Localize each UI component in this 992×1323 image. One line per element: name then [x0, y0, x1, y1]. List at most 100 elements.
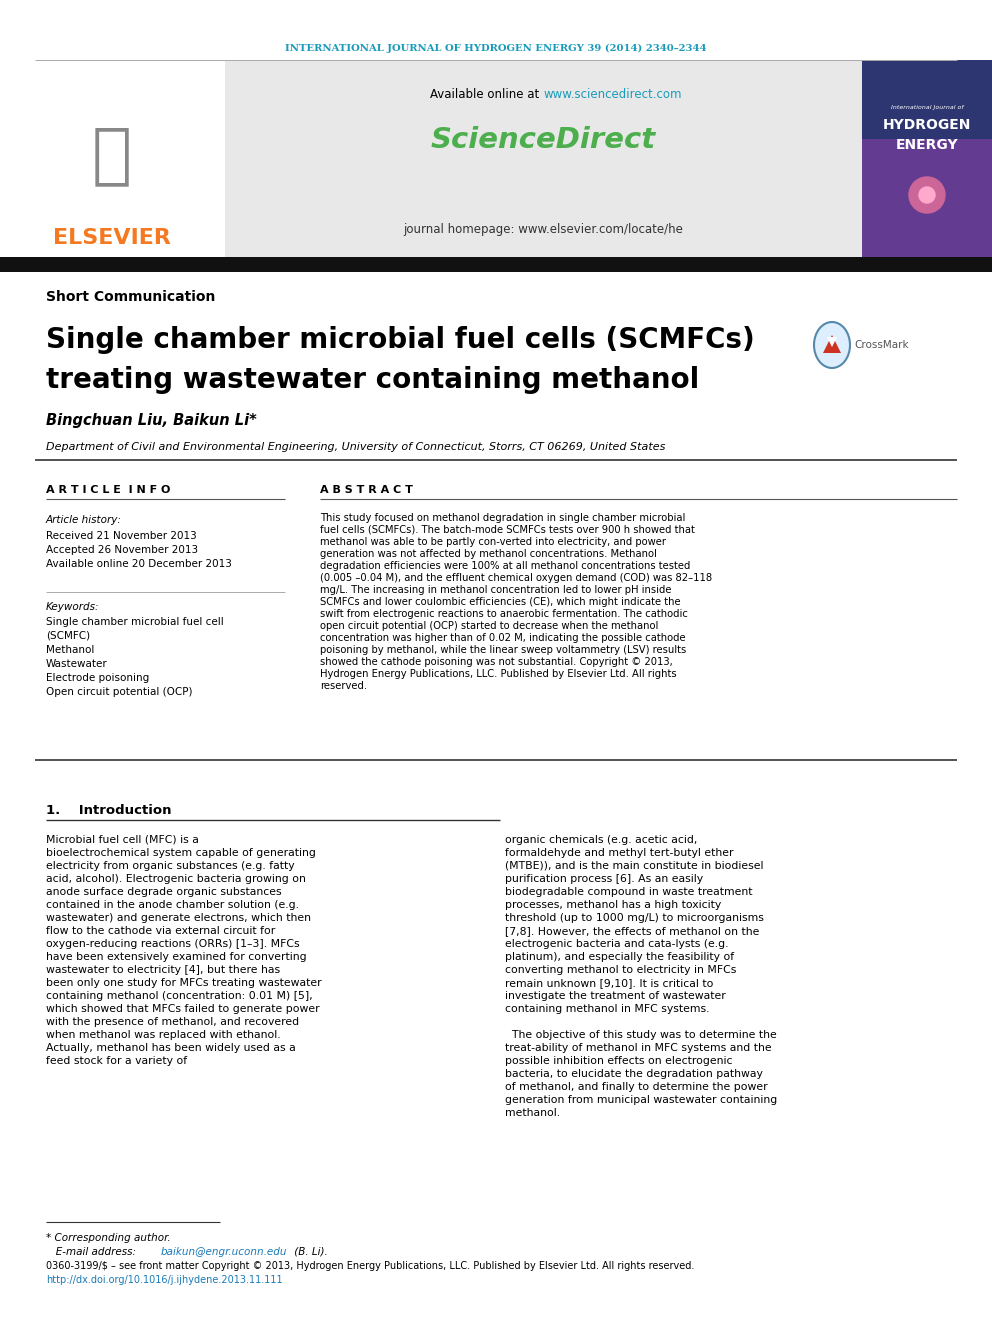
- Text: investigate the treatment of wastewater: investigate the treatment of wastewater: [505, 991, 726, 1002]
- Text: A R T I C L E  I N F O: A R T I C L E I N F O: [46, 486, 171, 495]
- Text: This study focused on methanol degradation in single chamber microbial: This study focused on methanol degradati…: [320, 513, 685, 523]
- Text: generation from municipal wastewater containing: generation from municipal wastewater con…: [505, 1095, 778, 1105]
- Text: ScienceDirect: ScienceDirect: [431, 126, 656, 153]
- Text: [7,8]. However, the effects of methanol on the: [7,8]. However, the effects of methanol …: [505, 926, 759, 935]
- Bar: [0, 60, 225, 258]
- Text: fuel cells (SCMFCs). The batch-mode SCMFCs tests over 900 h showed that: fuel cells (SCMFCs). The batch-mode SCMF…: [320, 525, 694, 534]
- Text: possible inhibition effects on electrogenic: possible inhibition effects on electroge…: [505, 1056, 732, 1066]
- Text: processes, methanol has a high toxicity: processes, methanol has a high toxicity: [505, 900, 721, 910]
- Text: Short Communication: Short Communication: [46, 290, 215, 304]
- Bar: [862, 60, 992, 258]
- Text: ELSEVIER: ELSEVIER: [53, 228, 171, 247]
- Text: showed the cathode poisoning was not substantial. Copyright © 2013,: showed the cathode poisoning was not sub…: [320, 658, 673, 667]
- Text: Available online 20 December 2013: Available online 20 December 2013: [46, 560, 232, 569]
- Text: A B S T R A C T: A B S T R A C T: [320, 486, 413, 495]
- Text: containing methanol (concentration: 0.01 M) [5],: containing methanol (concentration: 0.01…: [46, 991, 312, 1002]
- Text: threshold (up to 1000 mg/L) to microorganisms: threshold (up to 1000 mg/L) to microorga…: [505, 913, 764, 923]
- Text: containing methanol in MFC systems.: containing methanol in MFC systems.: [505, 1004, 709, 1013]
- Text: wastewater) and generate electrons, which then: wastewater) and generate electrons, whic…: [46, 913, 311, 923]
- Text: anode surface degrade organic substances: anode surface degrade organic substances: [46, 886, 282, 897]
- Text: (MTBE)), and is the main constitute in biodiesel: (MTBE)), and is the main constitute in b…: [505, 861, 764, 871]
- Text: 0360-3199/$ – see front matter Copyright © 2013, Hydrogen Energy Publications, L: 0360-3199/$ – see front matter Copyright…: [46, 1261, 694, 1271]
- Text: reserved.: reserved.: [320, 681, 367, 691]
- Text: Methanol: Methanol: [46, 646, 94, 655]
- Text: swift from electrogenic reactions to anaerobic fermentation. The cathodic: swift from electrogenic reactions to ana…: [320, 609, 687, 619]
- Text: Single chamber microbial fuel cells (SCMFCs): Single chamber microbial fuel cells (SCM…: [46, 325, 755, 355]
- Text: http://dx.doi.org/10.1016/j.ijhydene.2013.11.111: http://dx.doi.org/10.1016/j.ijhydene.201…: [46, 1275, 283, 1285]
- Text: INTERNATIONAL JOURNAL OF HYDROGEN ENERGY 39 (2014) 2340–2344: INTERNATIONAL JOURNAL OF HYDROGEN ENERGY…: [286, 44, 706, 53]
- Text: www.sciencedirect.com: www.sciencedirect.com: [544, 89, 682, 102]
- Text: treat-ability of methanol in MFC systems and the: treat-ability of methanol in MFC systems…: [505, 1043, 772, 1053]
- Text: acid, alcohol). Electrogenic bacteria growing on: acid, alcohol). Electrogenic bacteria gr…: [46, 875, 306, 884]
- Text: contained in the anode chamber solution (e.g.: contained in the anode chamber solution …: [46, 900, 299, 910]
- Text: poisoning by methanol, while the linear sweep voltammetry (LSV) results: poisoning by methanol, while the linear …: [320, 646, 686, 655]
- Text: methanol.: methanol.: [505, 1107, 560, 1118]
- Text: concentration was higher than of 0.02 M, indicating the possible cathode: concentration was higher than of 0.02 M,…: [320, 632, 685, 643]
- Text: E-mail address:: E-mail address:: [46, 1248, 139, 1257]
- Text: Electrode poisoning: Electrode poisoning: [46, 673, 149, 683]
- Text: remain unknown [9,10]. It is critical to: remain unknown [9,10]. It is critical to: [505, 978, 713, 988]
- Text: (0.005 –0.04 M), and the effluent chemical oxygen demand (COD) was 82–118: (0.005 –0.04 M), and the effluent chemic…: [320, 573, 712, 583]
- Text: Available online at: Available online at: [431, 89, 544, 102]
- Bar: [0, 257, 992, 273]
- Text: baikun@engr.uconn.edu: baikun@engr.uconn.edu: [161, 1248, 288, 1257]
- Text: converting methanol to electricity in MFCs: converting methanol to electricity in MF…: [505, 964, 736, 975]
- Ellipse shape: [814, 321, 850, 368]
- Text: flow to the cathode via external circuit for: flow to the cathode via external circuit…: [46, 926, 275, 935]
- Text: degradation efficiencies were 100% at all methanol concentrations tested: degradation efficiencies were 100% at al…: [320, 561, 690, 572]
- Text: Department of Civil and Environmental Engineering, University of Connecticut, St: Department of Civil and Environmental En…: [46, 442, 666, 452]
- Bar: [862, 139, 992, 258]
- Text: journal homepage: www.elsevier.com/locate/he: journal homepage: www.elsevier.com/locat…: [403, 224, 682, 237]
- Polygon shape: [823, 335, 841, 353]
- Text: wastewater to electricity [4], but there has: wastewater to electricity [4], but there…: [46, 964, 280, 975]
- Circle shape: [919, 187, 935, 202]
- Text: Article history:: Article history:: [46, 515, 122, 525]
- Text: been only one study for MFCs treating wastewater: been only one study for MFCs treating wa…: [46, 978, 321, 988]
- Text: HYDROGEN: HYDROGEN: [883, 118, 971, 132]
- Text: methanol was able to be partly con-verted into electricity, and power: methanol was able to be partly con-verte…: [320, 537, 666, 546]
- Text: treating wastewater containing methanol: treating wastewater containing methanol: [46, 366, 699, 394]
- Text: Bingchuan Liu, Baikun Li*: Bingchuan Liu, Baikun Li*: [46, 413, 257, 427]
- Text: which showed that MFCs failed to generate power: which showed that MFCs failed to generat…: [46, 1004, 319, 1013]
- Text: open circuit potential (OCP) started to decrease when the methanol: open circuit potential (OCP) started to …: [320, 620, 659, 631]
- Text: with the presence of methanol, and recovered: with the presence of methanol, and recov…: [46, 1017, 300, 1027]
- Text: organic chemicals (e.g. acetic acid,: organic chemicals (e.g. acetic acid,: [505, 835, 697, 845]
- Circle shape: [909, 177, 945, 213]
- Text: ENERGY: ENERGY: [896, 138, 958, 152]
- Text: biodegradable compound in waste treatment: biodegradable compound in waste treatmen…: [505, 886, 753, 897]
- Text: feed stock for a variety of: feed stock for a variety of: [46, 1056, 187, 1066]
- Text: * Corresponding author.: * Corresponding author.: [46, 1233, 171, 1244]
- Text: 🌳: 🌳: [92, 122, 132, 188]
- Text: bioelectrochemical system capable of generating: bioelectrochemical system capable of gen…: [46, 848, 315, 859]
- Text: Accepted 26 November 2013: Accepted 26 November 2013: [46, 545, 198, 556]
- Text: have been extensively examined for converting: have been extensively examined for conve…: [46, 953, 307, 962]
- Polygon shape: [827, 337, 837, 347]
- Text: SCMFCs and lower coulombic efficiencies (CE), which might indicate the: SCMFCs and lower coulombic efficiencies …: [320, 597, 681, 607]
- Text: International Journal of: International Journal of: [891, 106, 963, 111]
- Text: Hydrogen Energy Publications, LLC. Published by Elsevier Ltd. All rights: Hydrogen Energy Publications, LLC. Publi…: [320, 669, 677, 679]
- Text: oxygen-reducing reactions (ORRs) [1–3]. MFCs: oxygen-reducing reactions (ORRs) [1–3]. …: [46, 939, 300, 949]
- Text: Wastewater: Wastewater: [46, 659, 108, 669]
- Text: purification process [6]. As an easily: purification process [6]. As an easily: [505, 875, 703, 884]
- Text: electrogenic bacteria and cata-lysts (e.g.: electrogenic bacteria and cata-lysts (e.…: [505, 939, 728, 949]
- Text: Actually, methanol has been widely used as a: Actually, methanol has been widely used …: [46, 1043, 296, 1053]
- Text: when methanol was replaced with ethanol.: when methanol was replaced with ethanol.: [46, 1031, 281, 1040]
- Bar: [0, 60, 992, 258]
- Text: (B. Li).: (B. Li).: [291, 1248, 327, 1257]
- Text: electricity from organic substances (e.g. fatty: electricity from organic substances (e.g…: [46, 861, 295, 871]
- Text: Open circuit potential (OCP): Open circuit potential (OCP): [46, 687, 192, 697]
- Text: Keywords:: Keywords:: [46, 602, 99, 613]
- Text: bacteria, to elucidate the degradation pathway: bacteria, to elucidate the degradation p…: [505, 1069, 763, 1080]
- Text: The objective of this study was to determine the: The objective of this study was to deter…: [505, 1031, 777, 1040]
- Text: of methanol, and finally to determine the power: of methanol, and finally to determine th…: [505, 1082, 768, 1091]
- Text: mg/L. The increasing in methanol concentration led to lower pH inside: mg/L. The increasing in methanol concent…: [320, 585, 672, 595]
- Text: platinum), and especially the feasibility of: platinum), and especially the feasibilit…: [505, 953, 734, 962]
- Text: Single chamber microbial fuel cell: Single chamber microbial fuel cell: [46, 617, 224, 627]
- Text: (SCMFC): (SCMFC): [46, 631, 90, 642]
- Text: 1.    Introduction: 1. Introduction: [46, 803, 172, 816]
- Text: Received 21 November 2013: Received 21 November 2013: [46, 531, 196, 541]
- Text: Microbial fuel cell (MFC) is a: Microbial fuel cell (MFC) is a: [46, 835, 198, 845]
- Text: CrossMark: CrossMark: [854, 340, 909, 351]
- Text: formaldehyde and methyl tert-butyl ether: formaldehyde and methyl tert-butyl ether: [505, 848, 733, 859]
- Text: generation was not affected by methanol concentrations. Methanol: generation was not affected by methanol …: [320, 549, 657, 560]
